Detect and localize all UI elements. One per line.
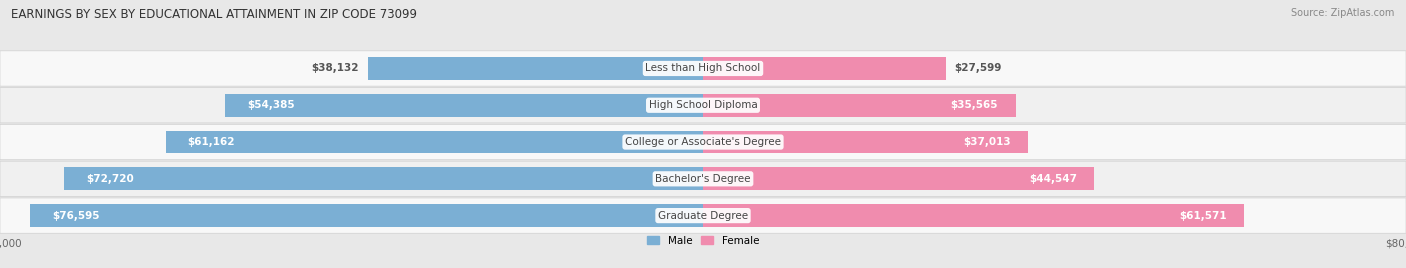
Bar [368,57,703,80]
FancyBboxPatch shape [0,88,1406,123]
Text: Bachelor's Degree: Bachelor's Degree [655,174,751,184]
Text: $44,547: $44,547 [1029,174,1077,184]
Text: High School Diploma: High School Diploma [648,100,758,110]
Text: $27,599: $27,599 [955,64,1001,73]
Bar [703,168,1094,190]
Text: $61,162: $61,162 [187,137,235,147]
Bar [703,131,1028,154]
Bar [703,94,1015,117]
Bar [225,94,703,117]
Bar [703,57,945,80]
Text: College or Associate's Degree: College or Associate's Degree [626,137,780,147]
FancyBboxPatch shape [0,51,1406,86]
Bar [63,168,703,190]
Text: EARNINGS BY SEX BY EDUCATIONAL ATTAINMENT IN ZIP CODE 73099: EARNINGS BY SEX BY EDUCATIONAL ATTAINMEN… [11,8,418,21]
Text: $54,385: $54,385 [247,100,295,110]
FancyBboxPatch shape [0,198,1406,233]
Bar [30,204,703,227]
Text: Less than High School: Less than High School [645,64,761,73]
Text: $72,720: $72,720 [86,174,134,184]
Text: $38,132: $38,132 [312,64,359,73]
Text: $37,013: $37,013 [963,137,1011,147]
Text: Graduate Degree: Graduate Degree [658,211,748,221]
Text: Source: ZipAtlas.com: Source: ZipAtlas.com [1291,8,1395,18]
Text: $76,595: $76,595 [52,211,100,221]
FancyBboxPatch shape [0,161,1406,196]
Legend: Male, Female: Male, Female [647,236,759,246]
Bar [703,204,1244,227]
Text: $35,565: $35,565 [950,100,998,110]
Text: $61,571: $61,571 [1178,211,1226,221]
FancyBboxPatch shape [0,124,1406,160]
Bar [166,131,703,154]
